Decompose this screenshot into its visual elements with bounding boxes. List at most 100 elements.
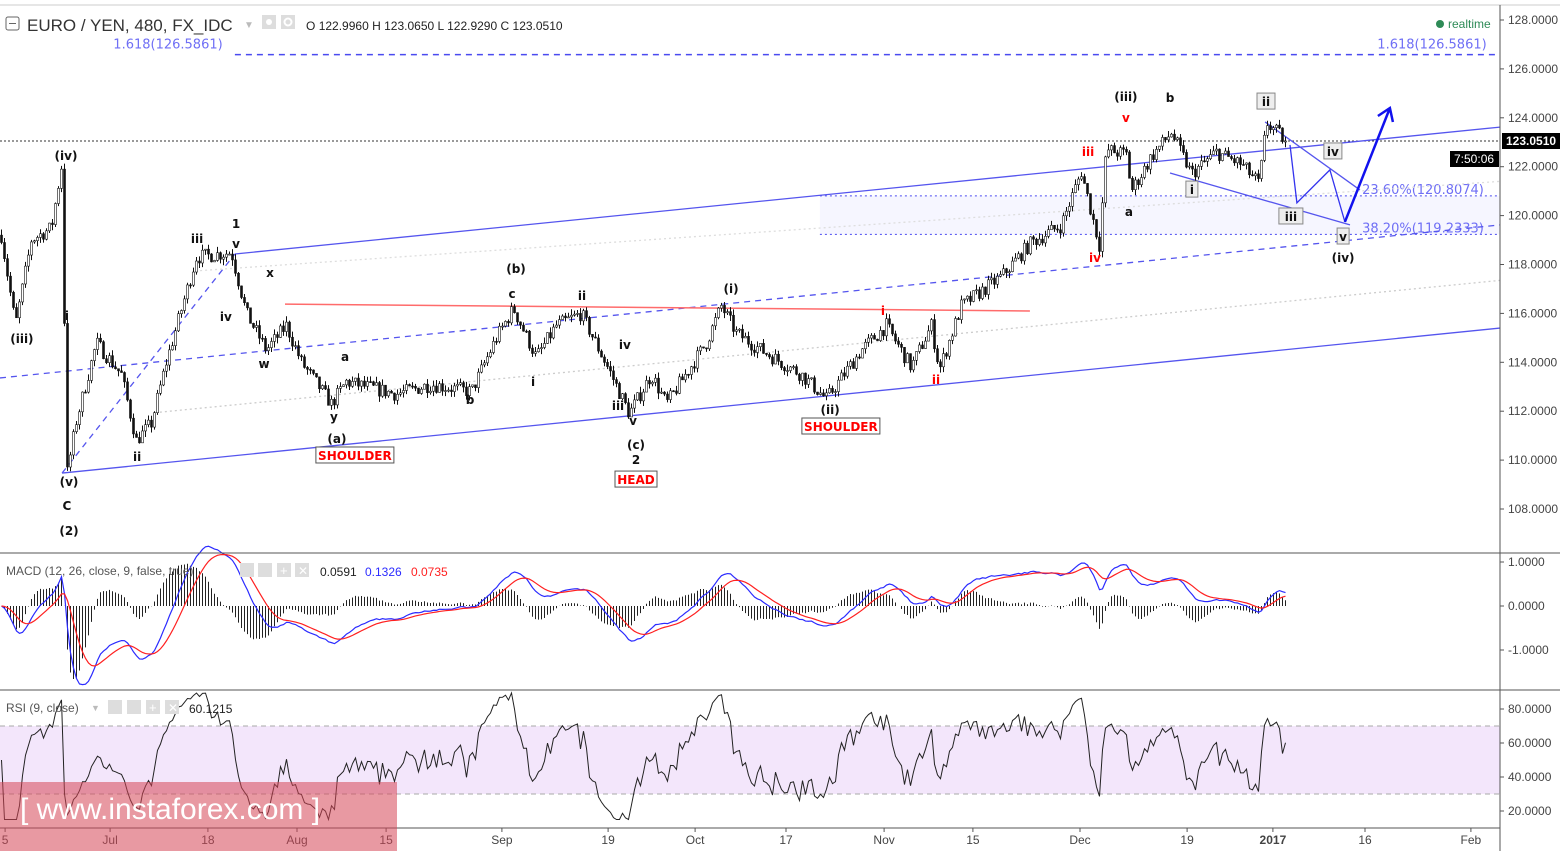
candle-body xyxy=(1251,174,1254,177)
candle-body xyxy=(1224,150,1227,154)
candle-body xyxy=(1239,157,1242,165)
macd-close-glyph: ✕ xyxy=(298,564,308,578)
candle-body xyxy=(1164,137,1167,141)
candle-body xyxy=(138,437,141,444)
candle-body xyxy=(102,341,105,360)
rsi-line xyxy=(1,691,1286,822)
candle-body xyxy=(963,298,966,301)
projection-path xyxy=(1289,144,1346,223)
candle-body xyxy=(1158,145,1161,150)
rsi-title[interactable]: RSI (9, close) xyxy=(6,701,79,715)
macd-title[interactable]: MACD (12, 26, close, 9, false, true) xyxy=(6,564,193,578)
wave-label: i xyxy=(65,309,69,323)
candle-body xyxy=(762,343,765,354)
candle-body xyxy=(693,366,696,369)
collapse-icon[interactable] xyxy=(5,16,20,31)
rsi-plus-icon[interactable] xyxy=(146,700,160,714)
candle-body xyxy=(1068,206,1071,212)
rsi-dropdown-icon[interactable]: ▼ xyxy=(91,703,100,713)
wave-label-group: ii xyxy=(133,450,141,464)
candle-body xyxy=(246,302,249,309)
wave-label: a xyxy=(1125,205,1133,219)
gear-icon-ring xyxy=(283,17,293,27)
wave-label-group: iv xyxy=(619,338,631,352)
macd-eye-icon[interactable] xyxy=(240,563,254,577)
candle-body xyxy=(1257,173,1260,179)
candle-body xyxy=(1161,137,1164,147)
symbol-title[interactable]: EURO / YEN, 480, FX_IDC xyxy=(27,16,233,35)
candle-body xyxy=(1122,147,1125,150)
macd-plus-glyph: + xyxy=(280,563,288,578)
candle-body xyxy=(198,260,201,264)
candle-body xyxy=(1275,124,1278,128)
candle-body xyxy=(750,343,753,351)
candle-body xyxy=(672,390,675,393)
candle-body xyxy=(909,353,912,371)
wave-label: v xyxy=(1122,111,1130,125)
candle-body xyxy=(135,433,138,438)
candle-body xyxy=(666,393,669,400)
candle-body xyxy=(1263,134,1266,161)
triangle-top xyxy=(1264,121,1361,191)
wave-label: ii xyxy=(133,450,141,464)
candle-body xyxy=(855,356,858,369)
last-price-badge xyxy=(1502,133,1560,150)
rsi-tick-label: 60.0000 xyxy=(1508,736,1552,750)
wave-label-boxed: SHOULDER xyxy=(315,446,395,464)
candle-body xyxy=(1104,156,1107,204)
macd-line-value: 0.1326 xyxy=(365,565,402,579)
candle-body xyxy=(438,383,441,393)
candle-body xyxy=(72,431,75,456)
candle-body xyxy=(975,289,978,292)
candle-body xyxy=(519,321,522,326)
candle-body xyxy=(858,356,861,359)
rsi-eye-icon[interactable] xyxy=(108,700,122,714)
macd-plus-icon[interactable] xyxy=(277,563,291,577)
candle-body xyxy=(834,391,837,393)
candle-body xyxy=(1215,148,1218,152)
candle-body xyxy=(954,318,957,337)
candle-body xyxy=(735,329,738,332)
wave-label: 2 xyxy=(632,453,640,467)
time-tick-label: 19 xyxy=(1180,833,1194,847)
time-tick-label: 15 xyxy=(966,833,980,847)
wave-label-boxed: HEAD xyxy=(614,470,658,488)
candle-body xyxy=(312,369,315,374)
candle-body xyxy=(432,385,435,392)
candle-body xyxy=(585,310,588,318)
symbol-dropdown-icon[interactable]: ▼ xyxy=(244,20,254,31)
candle-body xyxy=(450,389,453,392)
candle-body xyxy=(1230,156,1233,159)
candle-body xyxy=(612,370,615,380)
candle-body xyxy=(843,372,846,377)
macd-gear-icon[interactable] xyxy=(258,563,272,577)
gear-icon[interactable] xyxy=(281,15,295,29)
candle-body xyxy=(123,372,126,383)
inner-parallel-2 xyxy=(200,180,1501,272)
candle-body xyxy=(960,299,963,320)
rsi-gear-icon[interactable] xyxy=(127,700,141,714)
candle-body xyxy=(363,380,366,387)
candle-body xyxy=(1221,153,1224,161)
time-tick-label: Feb xyxy=(1461,833,1482,847)
candle-body xyxy=(534,351,537,354)
candle-body xyxy=(1113,145,1116,154)
candle-body xyxy=(150,419,153,428)
candle-body xyxy=(642,391,645,402)
rsi-tick-label: 80.0000 xyxy=(1508,702,1552,716)
macd-pane[interactable] xyxy=(1,545,1286,686)
wave-label: v xyxy=(629,414,637,428)
candle-body xyxy=(459,382,462,385)
candle-body xyxy=(318,376,321,390)
price-pane[interactable]: 1.618(126.5861) 1.618(126.5861) 23.60%(120… xyxy=(0,38,1501,538)
candle-body xyxy=(786,370,789,372)
candle-body xyxy=(747,336,750,345)
candle-body xyxy=(297,345,300,357)
rsi-close-icon[interactable] xyxy=(165,700,179,714)
macd-close-icon[interactable] xyxy=(295,563,309,577)
candle-body xyxy=(390,390,393,394)
candle-body xyxy=(396,394,399,401)
wave-label-group: (iii) xyxy=(10,332,33,346)
candle-body xyxy=(1014,257,1017,262)
